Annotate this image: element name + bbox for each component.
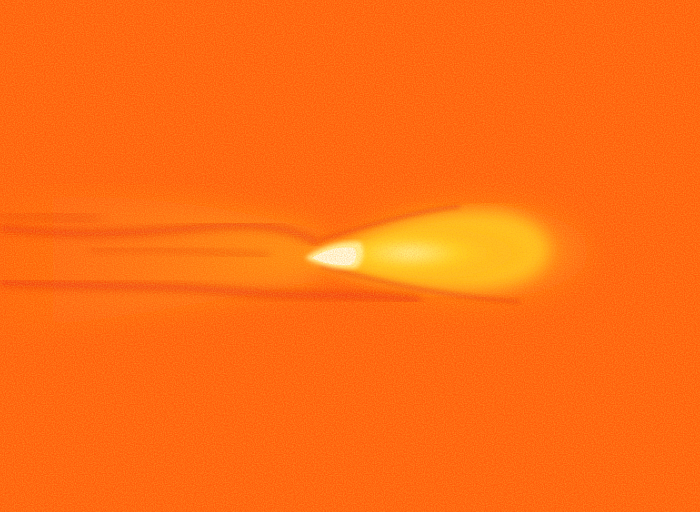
thermal-plume-image <box>0 0 700 512</box>
plume-canvas <box>0 0 700 512</box>
grain-texture-dark <box>0 0 700 512</box>
